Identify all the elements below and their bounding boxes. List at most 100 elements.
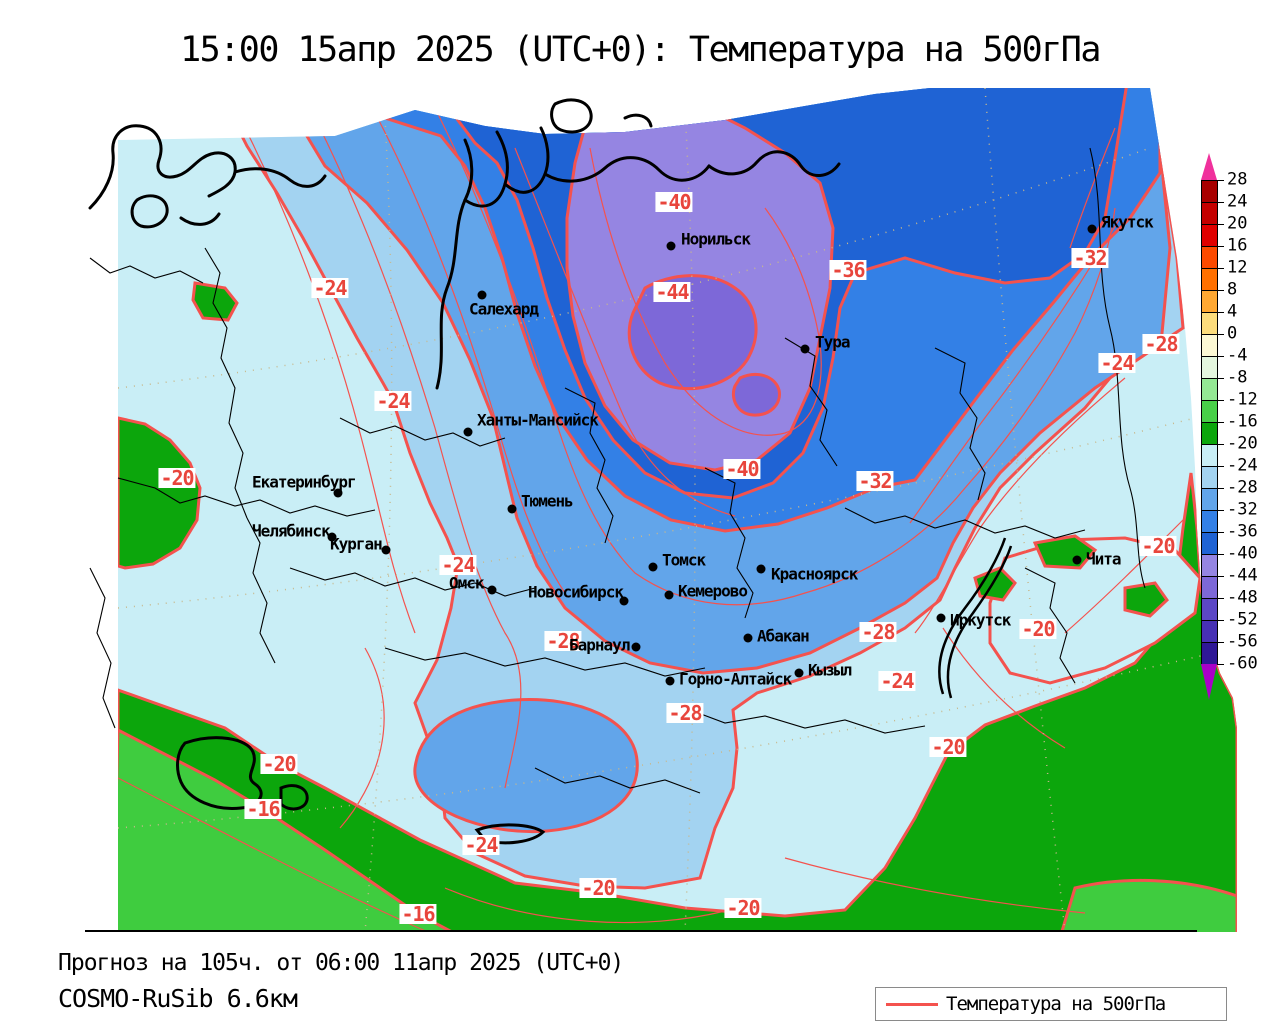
scale-tick [1218, 356, 1224, 357]
scale-tick [1218, 466, 1224, 467]
contour-label: -20 [724, 896, 762, 920]
contour-label: -24 [311, 276, 349, 300]
scale-tick-label: -4 [1227, 345, 1248, 366]
scale-tick-label: -12 [1227, 389, 1258, 410]
city-dot [666, 241, 676, 251]
city-dot [743, 633, 753, 643]
contour-label: -20 [260, 752, 298, 776]
city-label: Якутск [1101, 212, 1154, 232]
scale-tick-label: -52 [1227, 609, 1258, 630]
contour-label: -44 [653, 280, 691, 304]
scale-box [1201, 554, 1218, 577]
scale-box [1201, 202, 1218, 225]
city-dot [1072, 555, 1082, 565]
scale-tick [1218, 202, 1224, 203]
scale-tick [1218, 620, 1224, 621]
scale-tick-label: 20 [1227, 213, 1248, 234]
city-label: Томск [662, 550, 706, 570]
green-blob-west [191, 281, 239, 322]
scale-tick [1218, 576, 1224, 577]
city-label: Барнаул [569, 635, 630, 655]
contour-label: -20 [158, 466, 196, 490]
city-label: Тура [815, 332, 851, 352]
band-minus20-chita-pocket [988, 536, 1202, 685]
contour-label: -28 [1142, 332, 1180, 356]
forecast-info: Прогноз на 105ч. от 06:00 11апр 2025 (UT… [58, 950, 624, 976]
contour-label: -16 [399, 902, 437, 926]
scale-tick-label: -32 [1227, 499, 1258, 520]
lake-baikal [938, 537, 1013, 699]
scale-box [1201, 576, 1218, 599]
scale-tick [1218, 224, 1224, 225]
scale-box [1201, 400, 1218, 423]
scale-tick [1218, 334, 1224, 335]
scale-box [1201, 334, 1218, 357]
scale-tick-label: 0 [1227, 323, 1238, 344]
scale-tick-label: 12 [1227, 257, 1248, 278]
scale-box [1201, 246, 1218, 269]
city-label: Чита [1086, 549, 1122, 569]
city-label: Омск [449, 573, 485, 593]
legend-box: Температура на 500гПа [875, 987, 1227, 1021]
contour-label: -20 [1019, 617, 1057, 641]
scale-box [1201, 488, 1218, 511]
city-dot [664, 590, 674, 600]
city-dot [800, 344, 810, 354]
scale-tick-label: -16 [1227, 411, 1258, 432]
scale-tick [1218, 312, 1224, 313]
contour-label: -28 [859, 620, 897, 644]
scale-tick [1218, 268, 1224, 269]
contour-label: -32 [1071, 246, 1109, 270]
scale-tick-label: 24 [1227, 191, 1248, 212]
scale-box [1201, 224, 1218, 247]
page-title: 15:00 15апр 2025 (UTC+0): Температура на… [180, 30, 1101, 70]
scale-tick-label: -36 [1227, 521, 1258, 542]
contour-label: -24 [462, 833, 500, 857]
city-dot [756, 564, 766, 574]
scale-box [1201, 620, 1218, 643]
admin-borders [89, 147, 1146, 794]
map-bottom-frame [85, 930, 1197, 932]
scale-tick-label: -48 [1227, 587, 1258, 608]
scale-tick-label: -20 [1227, 433, 1258, 454]
city-dot [463, 427, 473, 437]
legend-label: Температура на 500гПа [946, 993, 1166, 1015]
city-dot [631, 642, 641, 652]
scale-tick-label: -40 [1227, 543, 1258, 564]
city-label: Ханты-Мансийск [477, 410, 599, 430]
band-minus12-corner [1057, 878, 1237, 932]
city-dot [794, 668, 804, 678]
scale-tick [1218, 510, 1224, 511]
contour-label: -24 [1098, 351, 1136, 375]
scale-tick-label: -44 [1227, 565, 1258, 586]
green-blob-3 [973, 566, 1017, 602]
scale-tick [1218, 378, 1224, 379]
city-dot [507, 504, 517, 514]
contour-label: -24 [439, 553, 477, 577]
scale-tick [1218, 422, 1224, 423]
scale-box [1201, 510, 1218, 533]
pool-minus28-south [413, 698, 639, 834]
contour-label: -20 [929, 735, 967, 759]
scale-arrow-down [1201, 664, 1217, 700]
city-label: Екатеринбург [252, 472, 357, 492]
legend-contour-line-sample [886, 1002, 938, 1006]
scale-box [1201, 642, 1218, 665]
map-canvas: -40 -44 -36 -24 -24 -20 -24 -40 -32 -32 -28 -24 -20-… [85, 88, 1240, 932]
city-label: Салехард [469, 299, 539, 319]
scale-tick [1218, 400, 1224, 401]
scale-box [1201, 532, 1218, 555]
graticule [118, 88, 1236, 932]
contour-label: -16 [244, 797, 282, 821]
model-info: COSMO-RuSib 6.6км [58, 984, 298, 1013]
scale-tick [1218, 444, 1224, 445]
contour-label: -36 [829, 258, 867, 282]
city-label: Абакан [757, 626, 810, 646]
scale-box [1201, 268, 1218, 291]
scale-tick [1218, 180, 1224, 181]
scale-tick [1218, 290, 1224, 291]
city-dot [665, 676, 675, 686]
scale-tick-label: 8 [1227, 279, 1238, 300]
city-label: Кемерово [678, 581, 748, 601]
